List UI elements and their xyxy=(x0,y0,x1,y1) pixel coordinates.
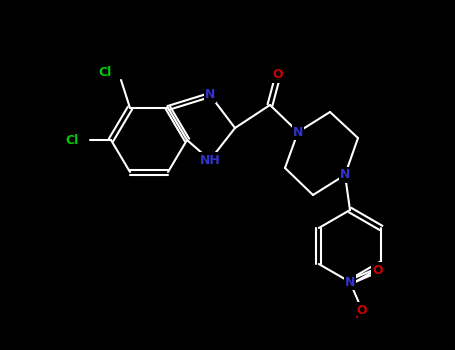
Text: N: N xyxy=(293,126,303,139)
Text: N: N xyxy=(340,168,350,182)
Text: O: O xyxy=(357,303,367,316)
Text: O: O xyxy=(273,69,283,82)
Text: N: N xyxy=(205,89,215,101)
Text: Cl: Cl xyxy=(98,65,111,78)
Text: NH: NH xyxy=(200,154,220,167)
Text: Cl: Cl xyxy=(66,133,79,147)
Text: N: N xyxy=(345,275,355,288)
Text: O: O xyxy=(373,264,383,276)
Text: ·: · xyxy=(354,308,360,328)
